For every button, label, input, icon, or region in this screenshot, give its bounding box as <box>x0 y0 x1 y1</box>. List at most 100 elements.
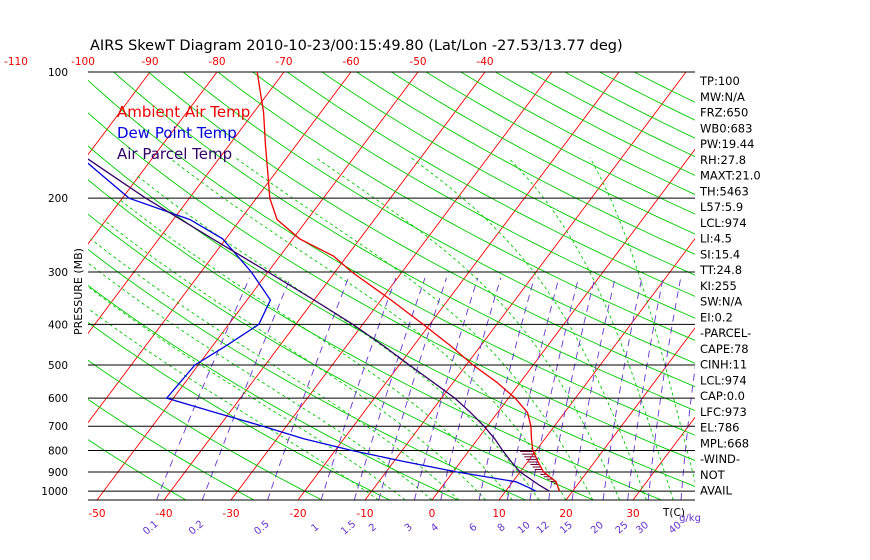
mixing-ratio-line <box>647 277 682 500</box>
isotherm-line <box>88 72 352 424</box>
stat-line: KI:255 <box>700 279 737 293</box>
top-temp-tick-label: -70 <box>275 56 292 68</box>
mixing-ratio-tick-label: 1 <box>310 522 322 535</box>
dry-adiabat-line <box>321 72 695 276</box>
dry-adiabat-line <box>88 398 255 500</box>
bottom-temp-tick-label: 10 <box>492 508 505 520</box>
dry-adiabat-line <box>113 72 695 412</box>
isotherm-line <box>297 72 620 500</box>
moist-adiabat-line <box>134 173 540 500</box>
stat-line: PW:19.44 <box>700 137 754 151</box>
temp-unit-label: T(C) <box>662 507 685 519</box>
isotherm-line <box>96 72 419 500</box>
top-temp-tick-label: -110 <box>4 56 28 68</box>
mixing-ratio-tick-label: 10 <box>516 520 533 537</box>
bottom-temp-tick-label: -10 <box>356 508 373 520</box>
stat-line: LCL:974 <box>700 373 747 387</box>
mixing-ratio-tick-label: 12 <box>535 520 552 537</box>
background-grid <box>88 72 870 500</box>
stat-line: CAPE:78 <box>700 342 749 356</box>
stat-line: TP:100 <box>699 74 740 88</box>
legend-entry: Ambient Air Temp <box>117 103 250 121</box>
pressure-tick-label: 500 <box>48 360 68 372</box>
dry-adiabat-line <box>529 72 695 158</box>
dry-adiabat-line <box>88 145 695 487</box>
stat-line: SI:15.4 <box>700 247 740 261</box>
dry-adiabat-line <box>88 213 594 500</box>
isotherm-line <box>230 72 553 500</box>
isobar-lines <box>88 71 695 501</box>
mixing-ratio-tick-label: 3 <box>403 522 415 535</box>
mixing-ratio-tick-label: 1.5 <box>339 519 358 538</box>
isotherm-line <box>88 72 285 335</box>
moist-adiabat-line <box>117 197 513 500</box>
mixing-ratio-tick-label: 20 <box>589 520 606 537</box>
isotherm-line <box>88 72 218 245</box>
moist-adiabat-line <box>589 157 695 483</box>
dry-adiabat-line <box>287 72 695 297</box>
stat-line: EL:786 <box>700 421 740 435</box>
y-axis-label: PRESSURE (MB) <box>72 248 85 335</box>
dry-adiabat-line <box>252 72 695 319</box>
stat-line: TH:5463 <box>699 184 749 198</box>
stat-line: TT:24.8 <box>699 263 742 277</box>
mixing-ratio-unit-label: g/kg <box>679 513 701 524</box>
chart-title: AIRS SkewT Diagram 2010-10-23/00:15:49.8… <box>90 38 623 54</box>
top-temp-tick-label: -100 <box>71 56 95 68</box>
isotherm-line <box>767 72 870 500</box>
stat-line: NOT <box>700 468 726 482</box>
pressure-tick-label: 400 <box>48 319 68 331</box>
stat-line: MW:N/A <box>700 90 745 104</box>
stat-line: -WIND- <box>700 452 740 466</box>
pressure-tick-label: 100 <box>48 67 68 79</box>
mixing-ratio-tick-label: 0.5 <box>252 519 271 538</box>
stat-line: -PARCEL- <box>700 326 751 340</box>
dry-adiabat-line <box>217 72 695 341</box>
stat-line: MPL:668 <box>700 436 749 450</box>
stat-line: SW:N/A <box>700 295 742 309</box>
top-temp-tick-label: -90 <box>141 56 158 68</box>
moist-adiabat-line <box>315 157 621 500</box>
bottom-temp-tick-label: 30 <box>626 508 639 520</box>
dry-adiabat-line <box>425 72 695 215</box>
top-temp-tick-label: -40 <box>476 56 493 68</box>
sounding-curves <box>88 72 560 492</box>
pressure-tick-label: 600 <box>48 393 68 405</box>
legend: Ambient Air Temp Dew Point Temp Air Parcel… <box>117 103 250 163</box>
mixing-ratio-line <box>440 277 502 500</box>
legend-entry: Dew Point Temp <box>117 124 237 142</box>
top-temp-tick-label: -80 <box>208 56 225 68</box>
mixing-ratio-line <box>353 277 426 500</box>
top-temp-tick-label: -60 <box>342 56 359 68</box>
dry-adiabat-line <box>356 72 695 255</box>
bottom-temp-tick-label: -50 <box>88 508 105 520</box>
dry-adiabat-line <box>391 72 695 235</box>
moist-adiabat-line <box>168 157 567 500</box>
dry-adiabat-line <box>182 72 695 364</box>
dry-adiabat-line <box>460 72 695 196</box>
stat-line: EI:0.2 <box>700 310 733 324</box>
mixing-ratio-tick-label: 25 <box>614 520 631 537</box>
parcel-temp-curve <box>88 158 550 492</box>
isotherm-line <box>565 327 695 500</box>
bottom-temp-tick-label: -40 <box>155 508 172 520</box>
mixing-ratio-tick-label: 30 <box>634 520 651 537</box>
isotherm-line <box>163 72 486 500</box>
pressure-tick-label: 800 <box>48 446 68 458</box>
dry-adiabat-line <box>88 112 695 461</box>
stat-line: CINH:11 <box>700 358 747 372</box>
dry-adiabat-line <box>88 359 323 500</box>
mixing-ratio-tick-label: 4 <box>429 522 441 535</box>
moist-adiabat-line <box>103 219 486 500</box>
mixing-ratio-tick-label: 6 <box>468 522 480 535</box>
dry-adiabat-line <box>495 72 695 176</box>
pressure-tick-label: 300 <box>48 267 68 279</box>
bottom-temp-tick-label: -30 <box>222 508 239 520</box>
mixing-ratio-line <box>378 277 447 500</box>
mixing-ratio-line <box>602 277 643 500</box>
stat-line: WB0:683 <box>700 121 752 135</box>
bottom-temp-tick-label: 0 <box>429 508 436 520</box>
mixing-ratio-line <box>548 277 596 500</box>
stat-line: AVAIL <box>700 484 733 498</box>
moist-adiabat-line <box>410 157 647 500</box>
